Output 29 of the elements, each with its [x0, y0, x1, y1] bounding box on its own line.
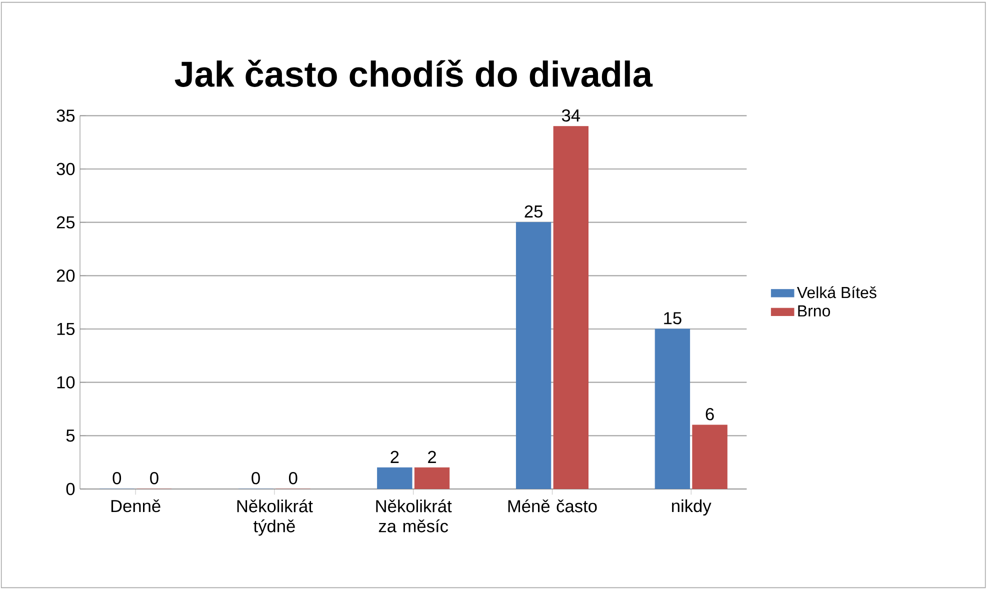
- y-tick-label: 30: [56, 162, 75, 176]
- y-tick-label: 20: [56, 270, 75, 282]
- y-tick-label: 5: [66, 430, 75, 442]
- data-label: 2: [390, 450, 399, 463]
- legend-label: Brno: [798, 305, 830, 317]
- data-label: 0: [150, 472, 158, 484]
- data-label: 6: [706, 408, 714, 420]
- bar: [692, 424, 728, 489]
- data-label: 15: [664, 312, 682, 324]
- bar: [414, 467, 450, 489]
- data-label: 2: [428, 450, 436, 463]
- y-tick-label: 25: [56, 216, 75, 228]
- x-tick-label: Méně často: [508, 499, 597, 512]
- legend-label: Velká Bíteš: [796, 286, 876, 298]
- x-tick-label: nikdy: [672, 499, 712, 516]
- x-tick-label: Denně: [111, 499, 160, 512]
- data-label: 34: [562, 109, 580, 122]
- data-label: 25: [524, 205, 542, 218]
- y-tick-label: 10: [57, 376, 75, 388]
- bar: [553, 126, 588, 489]
- y-tick-label: 15: [57, 322, 75, 336]
- y-tick-label: 35: [56, 110, 75, 122]
- x-tick-label: Několikrát za měsíc: [376, 499, 452, 532]
- chart-title: Jak často chodíš do divadla: [174, 60, 653, 87]
- y-tick-label: 0: [66, 482, 75, 496]
- data-label: 0: [288, 472, 298, 484]
- x-tick-label: Několikrát týdně: [237, 499, 313, 536]
- data-label: 0: [112, 472, 122, 484]
- data-label: 0: [252, 472, 260, 484]
